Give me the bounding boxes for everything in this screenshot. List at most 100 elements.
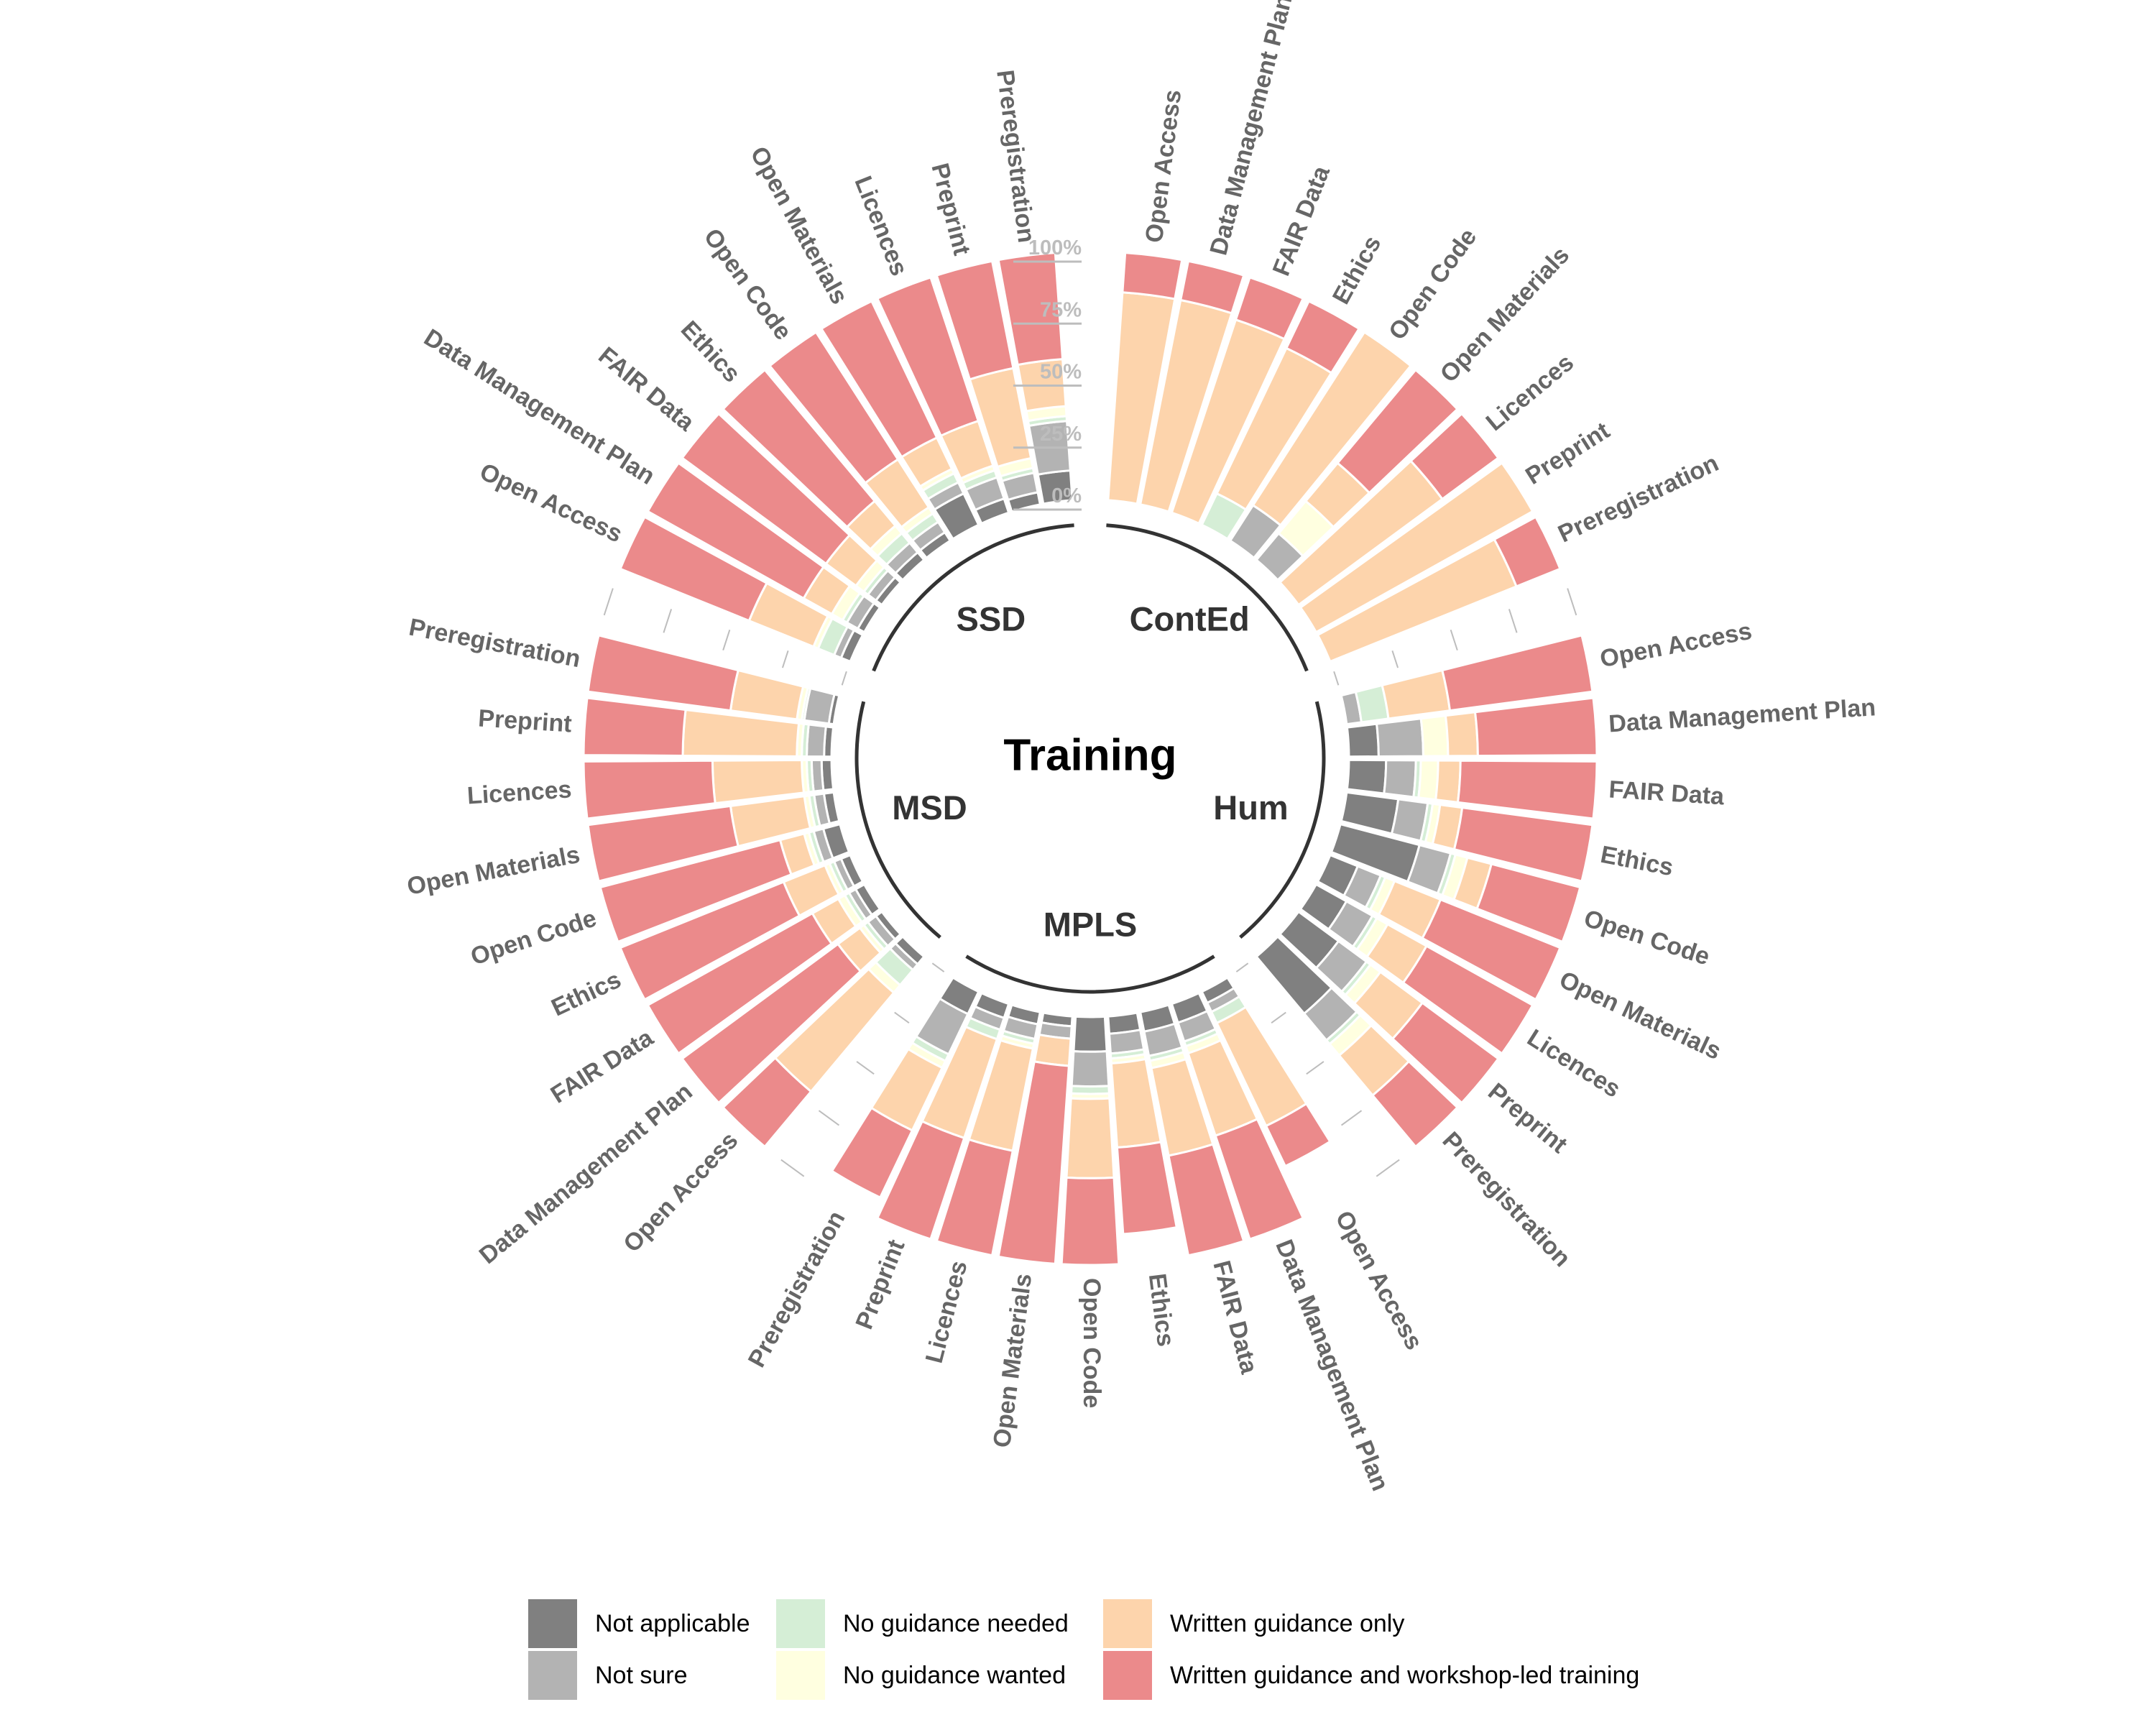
gap-line-msd-1	[781, 650, 789, 668]
category-label-hum-open-materials: Open Materials	[1555, 966, 1726, 1065]
category-label-msd-preprint: Preprint	[477, 704, 572, 737]
legend-swatch	[776, 1599, 825, 1648]
tick-label-4: 100%	[1028, 236, 1082, 259]
gap-line-msd-3	[663, 609, 673, 633]
legend-label: Written guidance and workshop-led traini…	[1170, 1661, 1640, 1689]
category-label-hum-ethics: Ethics	[1598, 841, 1675, 881]
legend-item-not-applicable: Not applicable	[528, 1599, 750, 1648]
category-label-ssd-data-management-plan: Data Management Plan	[419, 323, 660, 490]
bar-segment-conted-fair-data-wgt	[1234, 275, 1305, 341]
category-label-conted-open-code: Open Code	[1383, 224, 1482, 345]
bars-layer	[582, 252, 1598, 1266]
category-label-hum-open-code: Open Code	[1580, 904, 1713, 970]
category-label-hum-fair-data: FAIR Data	[1608, 776, 1726, 810]
bar-segment-ssd-licences-wgt	[875, 275, 980, 438]
bar-segment-mpls-preregistration-wgt	[830, 1106, 914, 1200]
legend-label: No guidance needed	[843, 1609, 1069, 1637]
category-label-msd-preregistration: Preregistration	[407, 614, 583, 673]
gap-line-mpls-0	[931, 962, 945, 972]
bar-segment-mpls-fair-data-wgt	[1167, 1143, 1245, 1257]
group-label-mpls: MPLS	[1044, 905, 1138, 943]
bar-segment-msd-licences-wgt	[582, 759, 717, 820]
gap-line-hum-2	[1306, 1061, 1325, 1075]
category-label-mpls-preregistration: Preregistration	[743, 1206, 851, 1371]
tick-label-1: 25%	[1040, 423, 1082, 446]
bar-segment-hum-open-materials-wgt	[1421, 898, 1562, 1001]
category-label-mpls-ethics: Ethics	[1143, 1272, 1179, 1348]
bar-segment-msd-preprint-wgt	[582, 696, 687, 757]
legend-swatch	[528, 1599, 577, 1648]
category-label-mpls-preprint: Preprint	[850, 1236, 910, 1333]
bar-segment-conted-data-management-plan-wgt	[1179, 259, 1245, 315]
legend: Not applicable Not sure No guidance needed…	[528, 1599, 1750, 1714]
category-label-msd-open-code: Open Code	[467, 904, 599, 970]
bar-segment-ssd-open-materials-wgt	[819, 299, 939, 459]
group-label-hum: Hum	[1213, 788, 1288, 827]
bar-segment-conted-ethics-wgt	[1284, 299, 1361, 374]
legend-item-written-guidance-and-workshop-led-training: Written guidance and workshop-led traini…	[1103, 1651, 1639, 1700]
bar-segment-ssd-ethics-wgt	[721, 368, 877, 529]
bar-segment-msd-licences-wgo	[711, 759, 806, 805]
category-label-mpls-fair-data: FAIR Data	[1207, 1258, 1263, 1377]
gap-line-conted-3	[1508, 609, 1518, 633]
category-label-conted-data-management-plan: Data Management Plan	[1204, 0, 1297, 258]
group-labels: ContEd Hum MPLS MSD SSD	[892, 599, 1288, 943]
category-label-ssd-licences: Licences	[849, 172, 913, 280]
group-arc-msd	[854, 701, 941, 939]
category-label-msd-fair-data: FAIR Data	[546, 1024, 659, 1109]
category-label-mpls-open-code: Open Code	[1078, 1278, 1105, 1408]
bar-segment-ssd-preprint-wgt	[935, 259, 1015, 381]
bar-segment-hum-data-management-plan-wgt	[1473, 696, 1598, 758]
category-label-ssd-open-code: Open Code	[699, 224, 797, 345]
bar-segment-msd-preregistration-wgo	[729, 668, 805, 721]
bar-segment-mpls-open-code-wgo	[1065, 1097, 1115, 1179]
gap-line-msd-4	[603, 588, 614, 616]
bar-segment-hum-data-management-plan-ns	[1375, 717, 1424, 758]
legend-item-written-guidance-only: Written guidance only	[1103, 1599, 1404, 1648]
bar-segment-ssd-preregistration-wgt	[997, 252, 1064, 367]
legend-label: Written guidance only	[1170, 1609, 1405, 1637]
legend-label: Not applicable	[595, 1609, 750, 1637]
category-label-conted-open-access: Open Access	[1141, 88, 1187, 244]
bar-segment-msd-open-access-wgt	[721, 1056, 813, 1149]
bar-segment-msd-ethics-wgt	[619, 880, 801, 1001]
bar-segment-hum-data-management-plan-na	[1345, 722, 1380, 758]
bar-segment-hum-ethics-wgt	[1452, 806, 1594, 883]
bar-segment-conted-licences-wgt	[1409, 412, 1500, 501]
category-label-msd-licences: Licences	[466, 776, 573, 809]
gap-line-conted-1	[1391, 650, 1399, 668]
category-label-msd-ethics: Ethics	[548, 966, 626, 1022]
gap-line-conted-4	[1567, 588, 1577, 616]
bar-segment-conted-open-materials-wgt	[1336, 368, 1460, 494]
category-label-hum-open-access: Open Access	[1598, 617, 1754, 673]
bar-segment-mpls-open-code-na	[1072, 1015, 1108, 1053]
bar-segment-mpls-preprint-wgt	[875, 1120, 966, 1241]
gap-line-mpls-2	[856, 1061, 875, 1075]
gap-line-hum-1	[1271, 1011, 1286, 1024]
category-label-conted-licences: Licences	[1481, 349, 1579, 436]
bar-segment-hum-preprint-wgt	[1391, 1001, 1500, 1105]
bar-segment-hum-fair-data-ns	[1383, 759, 1417, 799]
gap-line-hum-4	[1376, 1159, 1400, 1177]
category-label-ssd-preregistration: Preregistration	[991, 68, 1040, 244]
category-label-ssd-open-access: Open Access	[476, 458, 627, 548]
bar-segment-msd-fair-data-wgt	[646, 911, 834, 1055]
category-label-hum-data-management-plan: Data Management Plan	[1608, 694, 1876, 737]
bar-segment-ssd-data-management-plan-wgt	[646, 461, 826, 600]
bar-segment-msd-preprint-ns	[806, 723, 827, 758]
category-label-conted-preregistration: Preregistration	[1554, 449, 1723, 548]
tick-label-2: 50%	[1040, 361, 1082, 384]
category-label-ssd-preprint: Preprint	[926, 160, 975, 258]
gap-line-mpls-4	[780, 1159, 805, 1177]
group-arc-ssd	[872, 523, 1074, 672]
group-label-ssd: SSD	[957, 599, 1026, 638]
gap-line-hum-0	[1235, 962, 1249, 972]
gap-line-msd-0	[841, 671, 847, 686]
bar-segment-mpls-open-code-ns	[1070, 1050, 1110, 1088]
bar-segment-conted-open-access-wgt	[1121, 252, 1184, 300]
bar-segment-hum-data-management-plan-ngw	[1419, 714, 1450, 758]
bar-segment-mpls-licences-wgt	[935, 1138, 1015, 1257]
tick-label-3: 75%	[1040, 298, 1082, 321]
bar-segment-conted-preprint-wgo	[1299, 461, 1534, 634]
